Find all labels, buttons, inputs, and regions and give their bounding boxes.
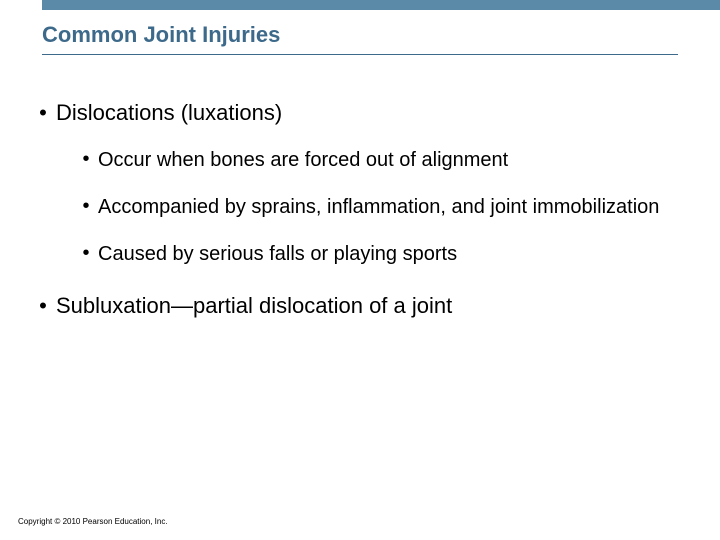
bullet-level1-item: • Subluxation—partial dislocation of a j… bbox=[30, 293, 680, 319]
slide-title: Common Joint Injuries bbox=[42, 22, 280, 48]
bullet-marker: • bbox=[74, 242, 98, 265]
bullet-level2-item: • Occur when bones are forced out of ali… bbox=[74, 148, 680, 173]
title-underline bbox=[42, 54, 678, 55]
bullet-text: Occur when bones are forced out of align… bbox=[98, 148, 508, 173]
bullet-text: Subluxation—partial dislocation of a joi… bbox=[56, 293, 452, 319]
header-accent-bar bbox=[42, 0, 720, 10]
bullet-text: Accompanied by sprains, inflammation, an… bbox=[98, 195, 659, 220]
bullet-text: Dislocations (luxations) bbox=[56, 100, 282, 126]
bullet-text: Caused by serious falls or playing sport… bbox=[98, 242, 457, 267]
bullet-level1-item: • Dislocations (luxations) • Occur when … bbox=[30, 100, 680, 267]
bullet-level2-item: • Accompanied by sprains, inflammation, … bbox=[74, 195, 680, 220]
copyright-text: Copyright © 2010 Pearson Education, Inc. bbox=[18, 517, 168, 526]
bullet-marker: • bbox=[74, 195, 98, 218]
bullet-marker: • bbox=[30, 293, 56, 319]
bullet-level2-item: • Caused by serious falls or playing spo… bbox=[74, 242, 680, 267]
bullet-marker: • bbox=[74, 148, 98, 171]
content-area: • Dislocations (luxations) • Occur when … bbox=[30, 100, 680, 345]
bullet-marker: • bbox=[30, 100, 56, 126]
